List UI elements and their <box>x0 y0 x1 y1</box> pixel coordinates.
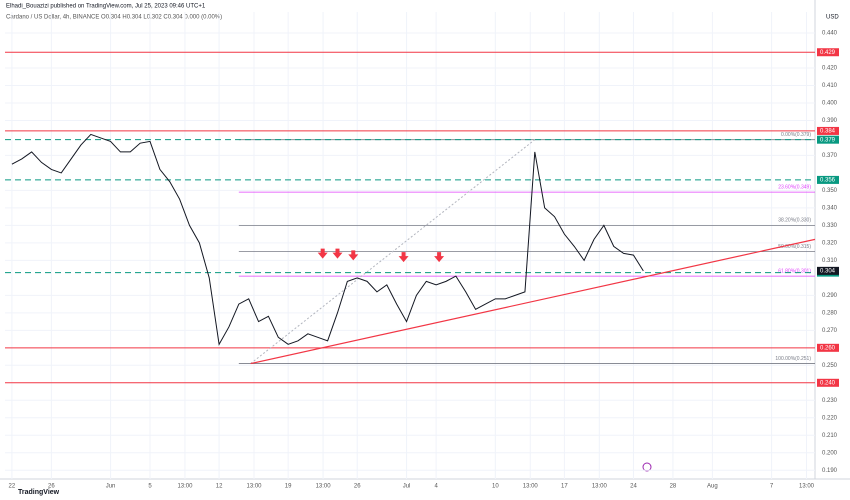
y-tick-label: 0.310 <box>822 258 838 264</box>
x-tick-label: 24 <box>630 484 637 490</box>
level-label: 0.384 <box>820 129 836 135</box>
level-label: 0.240 <box>820 380 836 386</box>
y-tick-label: 0.350 <box>822 188 838 194</box>
level-badge <box>817 343 839 352</box>
y-tick-label: 0.370 <box>822 153 838 159</box>
support-trendline <box>250 238 816 365</box>
price-badge <box>817 266 839 275</box>
y-tick-label: 0.210 <box>822 433 838 439</box>
fib-label: 0.00%(0.379) <box>781 132 811 138</box>
arrow-marker <box>348 250 359 261</box>
y-tick-label: 0.250 <box>822 363 838 369</box>
y-tick-label: 0.390 <box>822 118 838 124</box>
symbol-line: Cardano / US Dollar, 4h, BINANCE O0.304 … <box>6 15 222 21</box>
fib-label: 38.20%(0.330) <box>778 218 811 224</box>
x-tick-label: 7 <box>770 484 774 490</box>
x-tick-label: Jul <box>403 484 411 490</box>
x-tick-label: 19 <box>285 484 292 490</box>
currency: USD <box>826 15 839 21</box>
arrow-marker <box>398 252 409 263</box>
level-badge <box>817 48 839 57</box>
y-tick-label: 0.280 <box>822 310 838 316</box>
level-badge <box>817 126 839 135</box>
y-tick-label: 0.400 <box>822 101 838 107</box>
level-label: 0.260 <box>820 345 836 351</box>
event-icon[interactable] <box>642 462 652 472</box>
y-tick-label: 0.230 <box>822 398 838 404</box>
x-tick-label: 4 <box>434 484 438 490</box>
fib-label: 100.00%(0.251) <box>775 356 811 362</box>
watermark: TradingView <box>18 489 60 496</box>
author-line: Elhadi_Bouazizi published on TradingView… <box>6 4 206 10</box>
x-tick-label: 13:00 <box>799 484 815 490</box>
x-tick-label: 28 <box>670 484 677 490</box>
x-tick-label: 10 <box>492 484 499 490</box>
y-tick-label: 0.220 <box>822 415 838 421</box>
y-tick-label: 0.320 <box>822 240 838 246</box>
arrow-marker <box>332 248 343 259</box>
x-tick-label: 12 <box>216 484 223 490</box>
fib-label: 23.60%(0.349) <box>778 184 811 190</box>
y-tick-label: 0.190 <box>822 468 838 474</box>
x-tick-label: 13:00 <box>316 484 332 490</box>
level-label: 0.429 <box>820 50 836 56</box>
x-tick-label: 22 <box>9 484 16 490</box>
fib-label: 61.80%(0.301) <box>778 268 811 274</box>
price-label: 0.304 <box>820 268 836 274</box>
x-tick-label: 13:00 <box>247 484 263 490</box>
y-tick-label: 0.340 <box>822 205 838 211</box>
x-tick-label: Jun <box>106 484 116 490</box>
arrow-marker <box>434 252 445 263</box>
level-label: 0.356 <box>820 177 836 183</box>
level-badge <box>817 175 839 184</box>
y-tick-label: 0.270 <box>822 328 838 334</box>
level-label: 0.379 <box>820 137 836 143</box>
x-tick-label: Aug <box>707 484 718 490</box>
dotted-trendline <box>250 139 536 364</box>
x-tick-label: 13:00 <box>177 484 193 490</box>
y-tick-label: 0.330 <box>822 223 838 229</box>
x-tick-label: 13:00 <box>592 484 608 490</box>
y-tick-label: 0.420 <box>822 66 838 72</box>
level-badge <box>817 135 839 144</box>
x-tick-label: 17 <box>561 484 568 490</box>
arrow-marker <box>317 248 328 259</box>
fib-label: 50.00%(0.315) <box>778 244 811 250</box>
y-tick-label: 0.290 <box>822 293 838 299</box>
y-tick-label: 0.410 <box>822 83 838 89</box>
x-tick-label: 26 <box>354 484 361 490</box>
y-tick-label: 0.440 <box>822 31 838 37</box>
x-tick-label: 5 <box>148 484 152 490</box>
x-tick-label: 26 <box>48 484 55 490</box>
y-tick-label: 0.200 <box>822 450 838 456</box>
price-line <box>11 133 644 346</box>
level-badge <box>817 378 839 387</box>
x-tick-label: 13:00 <box>523 484 539 490</box>
